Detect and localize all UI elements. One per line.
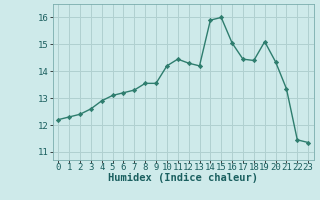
X-axis label: Humidex (Indice chaleur): Humidex (Indice chaleur) bbox=[108, 173, 258, 183]
